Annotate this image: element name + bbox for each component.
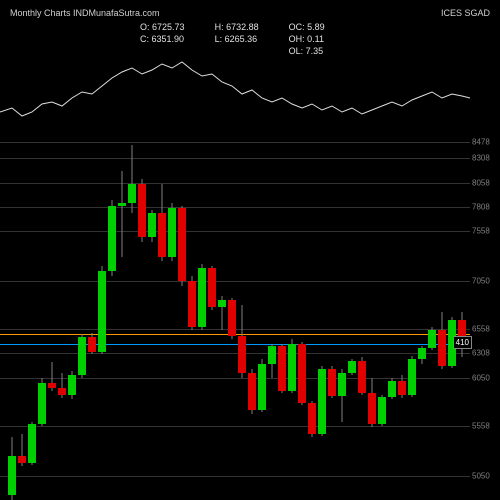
candle[interactable]	[28, 130, 36, 500]
indicator-panel	[0, 50, 470, 130]
oh-value: OH: 0.11	[289, 34, 325, 44]
y-axis: 5050 5558 6050 6308 6558 7050 7558 7808 8058 8308…	[470, 130, 500, 500]
candle[interactable]	[18, 130, 26, 500]
y-axis-label: 7808	[472, 203, 490, 212]
low-value: L: 6265.36	[215, 34, 259, 44]
candle[interactable]	[238, 130, 246, 500]
candle[interactable]	[438, 130, 446, 500]
close-value: C: 6351.90	[140, 34, 185, 44]
y-axis-label: 8478	[472, 137, 490, 146]
y-axis-label: 6558	[472, 324, 490, 333]
chart-ticker: ICES SGAD	[441, 8, 490, 18]
candle[interactable]	[58, 130, 66, 500]
y-axis-label: 7558	[472, 227, 490, 236]
candle[interactable]	[318, 130, 326, 500]
candle[interactable]	[288, 130, 296, 500]
candle[interactable]	[388, 130, 396, 500]
candle[interactable]	[248, 130, 256, 500]
candle[interactable]	[68, 130, 76, 500]
candle[interactable]	[178, 130, 186, 500]
chart-title: Monthly Charts INDMunafaSutra.com	[10, 8, 160, 18]
candle[interactable]	[408, 130, 416, 500]
y-axis-label: 5050	[472, 471, 490, 480]
candle[interactable]	[98, 130, 106, 500]
candle[interactable]	[48, 130, 56, 500]
candle[interactable]	[198, 130, 206, 500]
candle[interactable]	[128, 130, 136, 500]
candle[interactable]	[358, 130, 366, 500]
candle[interactable]	[348, 130, 356, 500]
candle[interactable]	[328, 130, 336, 500]
y-axis-label: 6308	[472, 349, 490, 358]
y-axis-label: 6050	[472, 374, 490, 383]
candle[interactable]	[8, 130, 16, 500]
candle[interactable]	[258, 130, 266, 500]
candle[interactable]	[158, 130, 166, 500]
candle[interactable]	[38, 130, 46, 500]
candle[interactable]	[138, 130, 146, 500]
y-axis-label: 8308	[472, 154, 490, 163]
candlestick-chart[interactable]: 410	[0, 130, 470, 500]
candle[interactable]	[428, 130, 436, 500]
candle[interactable]	[368, 130, 376, 500]
candle[interactable]	[78, 130, 86, 500]
candle[interactable]	[448, 130, 456, 500]
y-axis-label: 5558	[472, 422, 490, 431]
candle[interactable]	[418, 130, 426, 500]
candle[interactable]	[338, 130, 346, 500]
candle[interactable]	[188, 130, 196, 500]
candle[interactable]	[168, 130, 176, 500]
indicator-line	[0, 62, 470, 116]
candle[interactable]	[118, 130, 126, 500]
candle[interactable]	[308, 130, 316, 500]
candle[interactable]	[268, 130, 276, 500]
open-value: O: 6725.73	[140, 22, 185, 32]
high-value: H: 6732.88	[215, 22, 259, 32]
candle[interactable]	[298, 130, 306, 500]
y-axis-label: 7050	[472, 276, 490, 285]
candle[interactable]	[208, 130, 216, 500]
oc-value: OC: 5.89	[289, 22, 325, 32]
candle[interactable]	[88, 130, 96, 500]
candle[interactable]	[278, 130, 286, 500]
candle[interactable]	[458, 130, 466, 500]
candle[interactable]	[398, 130, 406, 500]
candle[interactable]	[378, 130, 386, 500]
y-axis-label: 8058	[472, 178, 490, 187]
candle[interactable]	[218, 130, 226, 500]
candle[interactable]	[228, 130, 236, 500]
candle[interactable]	[148, 130, 156, 500]
candle[interactable]	[108, 130, 116, 500]
